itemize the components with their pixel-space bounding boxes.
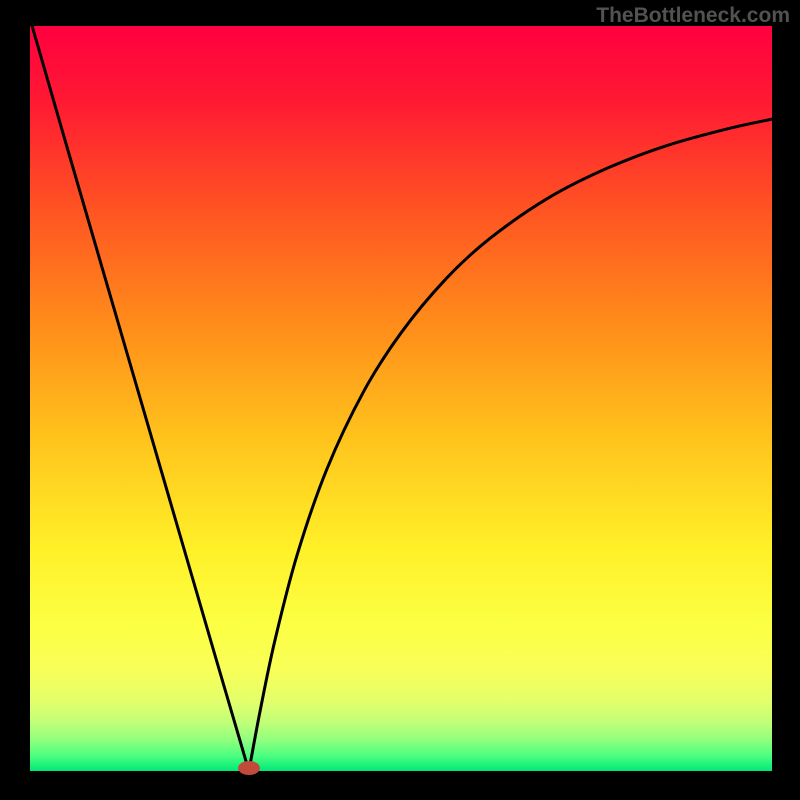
curve-overlay xyxy=(30,26,772,771)
curve-right-branch xyxy=(249,119,772,771)
curve-left-branch xyxy=(30,19,249,771)
chart-container: TheBottleneck.com xyxy=(0,0,800,800)
watermark-text: TheBottleneck.com xyxy=(596,4,790,28)
minimum-marker xyxy=(238,761,260,775)
plot-area xyxy=(30,26,772,771)
